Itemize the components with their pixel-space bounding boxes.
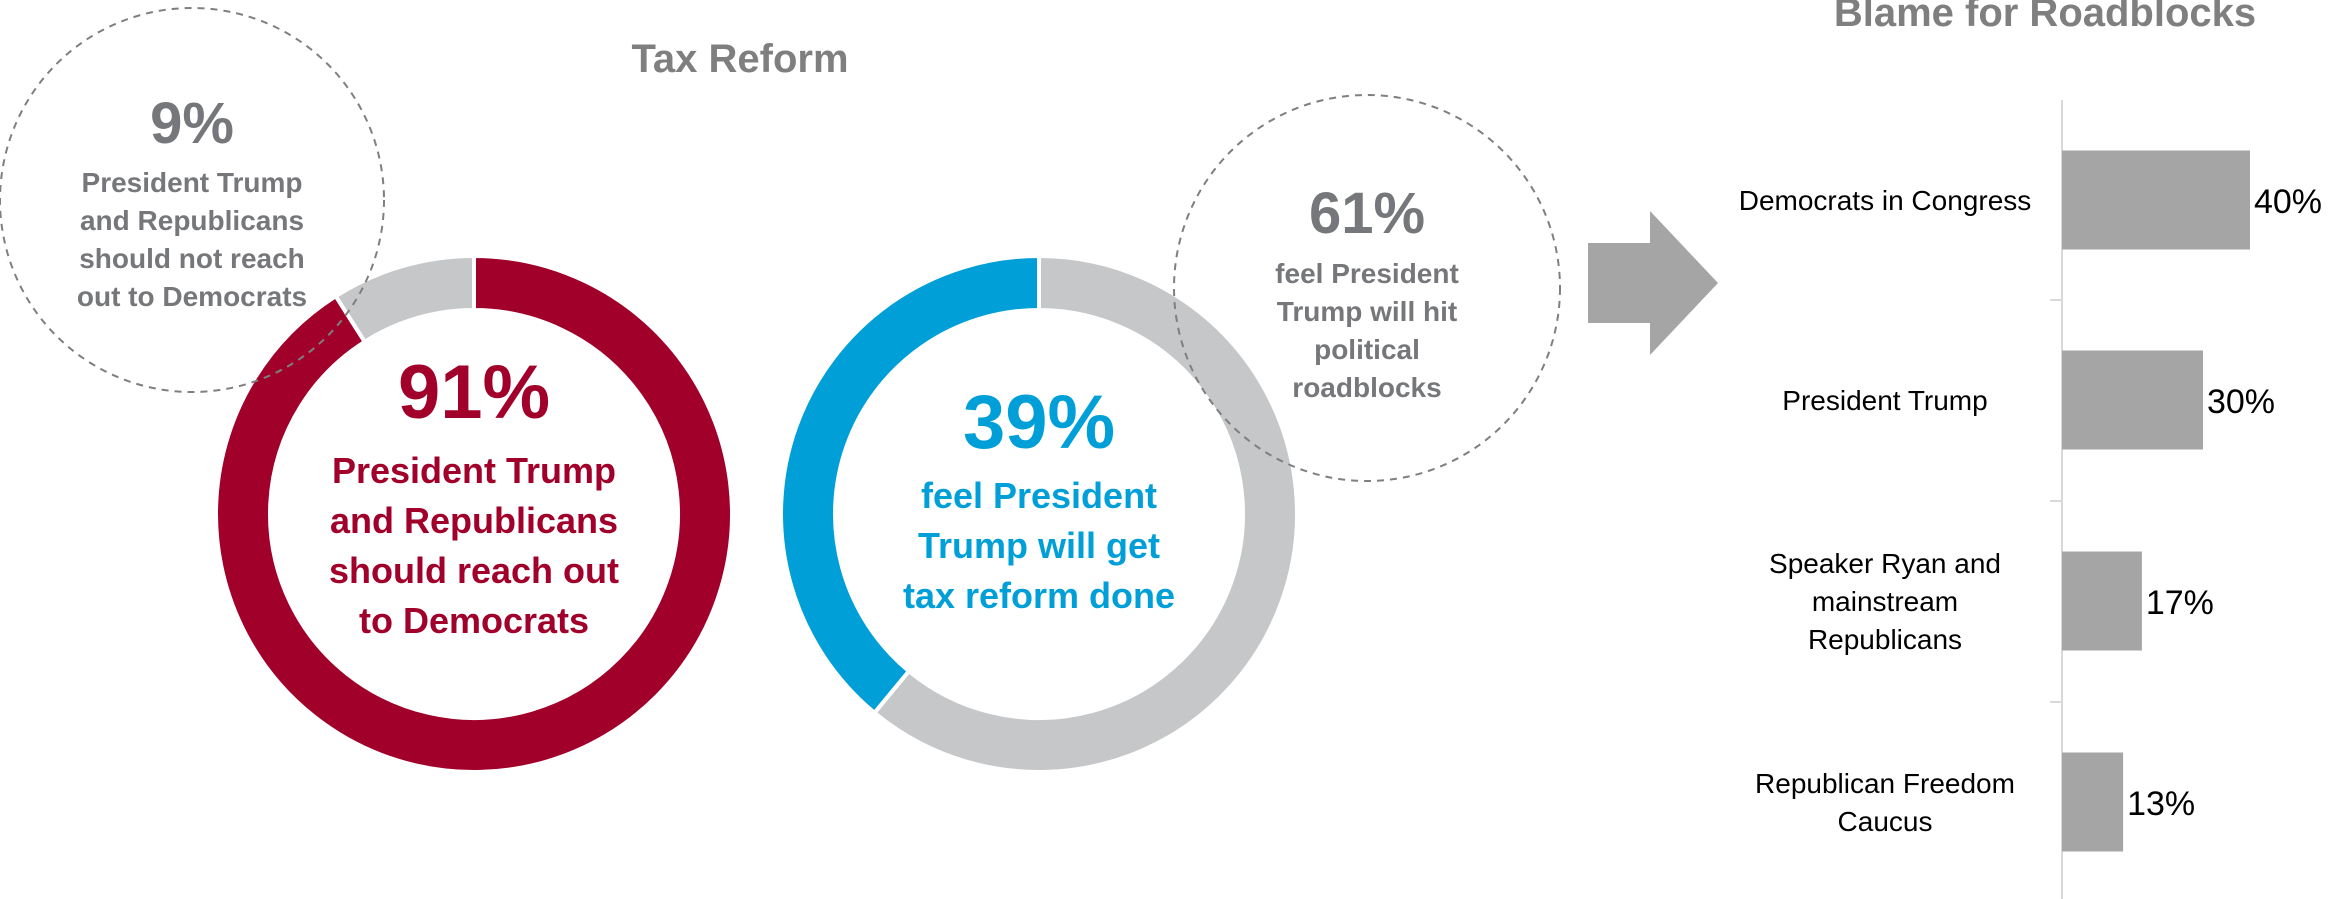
- center-text-line: Trump will get: [918, 525, 1160, 566]
- callout-text-line: should not reach: [79, 243, 305, 274]
- bar-category-label: mainstream: [1812, 586, 1958, 617]
- callout-text-line: political: [1314, 334, 1420, 365]
- bar-2: [2062, 351, 2203, 450]
- bar-value-label: 30%: [2207, 383, 2275, 421]
- right-arrow-icon: [1588, 211, 1718, 355]
- blame-title: Blame for Roadblocks: [1834, 0, 2256, 35]
- bar-value-label: 40%: [2254, 183, 2322, 221]
- center-value: 39%: [963, 380, 1115, 465]
- bar-category-label: Speaker Ryan and: [1769, 548, 2001, 579]
- callout-text-line: roadblocks: [1292, 372, 1441, 403]
- bar-1: [2062, 151, 2250, 250]
- donut-chart-1: 9% President Trump and Republicans should n…: [0, 8, 732, 772]
- callout-text-line: and Republicans: [80, 205, 304, 236]
- donut-charts: 9% President Trump and Republicans should n…: [0, 8, 1718, 772]
- bar-3: [2062, 552, 2142, 651]
- center-text-line: feel President: [921, 475, 1157, 516]
- center-text-line: tax reform done: [903, 575, 1175, 616]
- center-text-line: President Trump: [332, 450, 616, 491]
- callout-text-line: feel President: [1275, 258, 1459, 289]
- bar-4: [2062, 753, 2123, 852]
- callout-value: 61%: [1309, 181, 1425, 246]
- callout-value: 9%: [150, 91, 234, 156]
- bar-value-label: 17%: [2146, 584, 2214, 622]
- tax-reform-title: Tax Reform: [631, 37, 848, 81]
- center-text-line: to Democrats: [359, 600, 589, 641]
- bar-category-label: Republican Freedom: [1755, 768, 2015, 799]
- callout-text-line: Trump will hit: [1277, 296, 1457, 327]
- blame-bar-chart: 40% Democrats in Congress 30% President Tru…: [1739, 100, 2322, 899]
- bar-category-label: Caucus: [1838, 806, 1933, 837]
- callout-text-line: President Trump: [82, 167, 303, 198]
- donut-slice-2: [336, 256, 474, 342]
- bar-category-label: Republicans: [1808, 624, 1962, 655]
- bar-category-label: President Trump: [1782, 385, 1987, 416]
- donut-chart-2: 61% feel President Trump will hit political…: [781, 95, 1560, 772]
- center-value: 91%: [398, 350, 550, 435]
- center-text-line: should reach out: [329, 550, 619, 591]
- bar-value-label: 13%: [2127, 785, 2195, 823]
- center-text-line: and Republicans: [330, 500, 618, 541]
- bar-category-label: Democrats in Congress: [1739, 185, 2032, 216]
- callout-text-line: out to Democrats: [77, 281, 307, 312]
